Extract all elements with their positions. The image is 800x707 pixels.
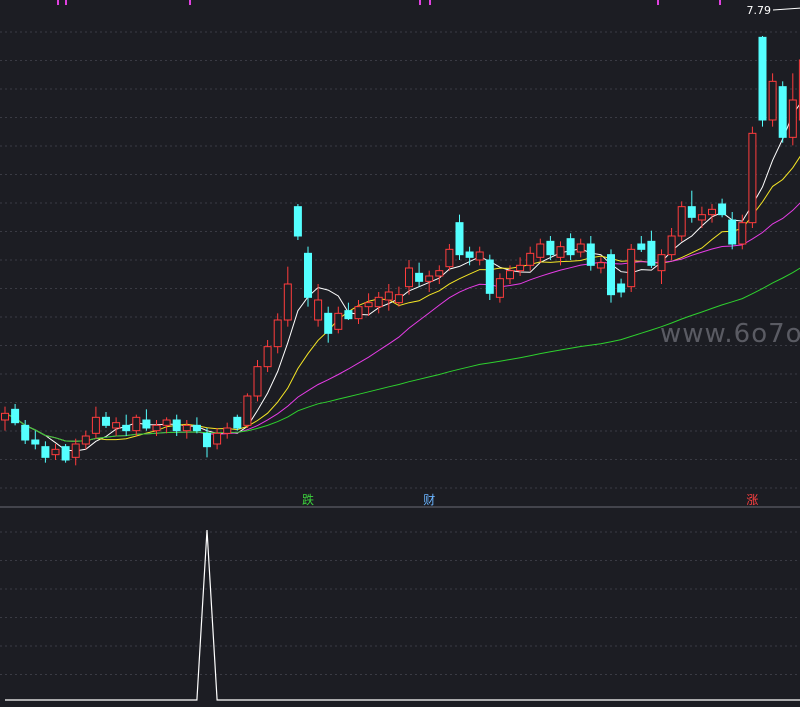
candle-body — [718, 203, 727, 216]
candle-body — [708, 208, 716, 216]
candle-body — [253, 366, 262, 397]
candle-body — [354, 306, 363, 320]
candle-body — [304, 252, 312, 298]
candle-body — [475, 251, 484, 261]
candle-body — [485, 259, 494, 294]
candle-body — [617, 283, 626, 293]
candle-body — [152, 424, 161, 432]
candle-body — [556, 246, 565, 258]
candle-body — [51, 448, 60, 456]
candle-body — [11, 408, 20, 424]
candle-body — [71, 443, 80, 458]
candle-body — [293, 206, 302, 237]
candle-body — [132, 416, 141, 432]
candle-body — [384, 291, 393, 301]
candle-body — [314, 299, 323, 321]
candle-body — [182, 424, 191, 432]
candle-body — [778, 86, 787, 138]
candle-body — [415, 272, 424, 282]
candle-body — [31, 439, 40, 445]
candle-body — [495, 278, 504, 298]
candle-body — [203, 432, 211, 448]
candle-body — [546, 240, 555, 256]
candle-body — [768, 80, 777, 121]
candle-body — [536, 243, 545, 258]
candle-body — [526, 252, 535, 266]
candle-body — [748, 132, 757, 224]
candle-body — [223, 427, 232, 434]
top-markers — [57, 0, 721, 5]
candle-body — [142, 419, 151, 429]
candle-body — [596, 262, 605, 269]
candle-body — [172, 419, 181, 432]
candle-body — [21, 424, 30, 441]
candle-body — [607, 254, 615, 296]
candle-body — [263, 346, 272, 368]
candle-body — [677, 206, 686, 237]
candle-body — [637, 243, 646, 250]
indicator-line — [5, 529, 800, 701]
candle-body — [627, 248, 636, 288]
candle-body — [112, 422, 121, 429]
candle-body — [647, 240, 656, 266]
candle-body — [81, 435, 90, 445]
candle-body — [738, 222, 747, 245]
candle-body — [667, 235, 676, 256]
candle-body — [324, 312, 333, 334]
candle-body — [394, 294, 403, 304]
candle-body — [687, 206, 696, 218]
candle-body — [576, 243, 585, 253]
candle-body — [405, 267, 413, 288]
candle-body — [435, 270, 444, 277]
candle-body — [213, 432, 222, 445]
candle-body — [788, 99, 797, 138]
candle-body — [697, 214, 706, 221]
candle-body — [506, 270, 514, 280]
candle-body — [344, 310, 353, 320]
candle-body — [586, 243, 595, 266]
candle-body — [657, 254, 666, 272]
candle-body — [455, 222, 464, 256]
candle-body — [61, 446, 70, 461]
candle-body — [465, 251, 474, 258]
candle-body — [758, 36, 767, 121]
candle-body — [283, 283, 292, 321]
candle-body — [1, 412, 9, 421]
candle-body — [364, 302, 373, 308]
high-pointer — [772, 7, 800, 11]
candle-body — [243, 395, 252, 426]
candle-body — [41, 446, 50, 458]
candle-body — [445, 248, 454, 268]
high-label: 7.79 — [747, 4, 772, 17]
candle-body — [273, 319, 282, 348]
candle-body — [728, 219, 737, 245]
signal-label: 涨 — [746, 492, 758, 507]
watermark: www.6o7o.com — [660, 319, 800, 349]
grid — [0, 31, 800, 675]
candle-body — [192, 424, 201, 432]
candle-body — [425, 275, 434, 282]
candle-body — [516, 264, 525, 272]
candle-body — [334, 312, 343, 330]
candle-body — [374, 296, 383, 308]
candle-body — [122, 424, 131, 432]
candle-body — [233, 416, 242, 429]
candle-body — [566, 238, 575, 256]
candle-body — [102, 416, 110, 426]
signal-label: 跌 — [302, 492, 314, 507]
signal-label: 财 — [423, 493, 435, 507]
candle-body — [162, 419, 171, 426]
candle-body — [91, 416, 100, 434]
moving-average — [4, 267, 800, 442]
